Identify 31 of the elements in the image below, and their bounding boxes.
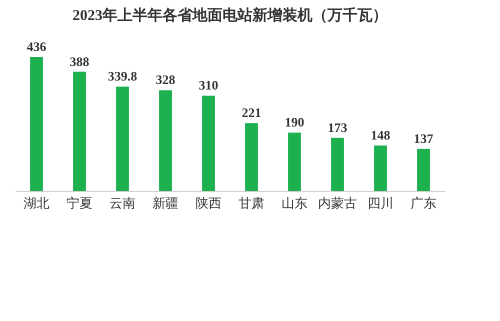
x-tick-label: 陕西 [196,196,222,210]
data-label: 328 [156,72,176,88]
data-label: 148 [370,128,391,143]
data-label: 190 [284,114,304,130]
data-label: 388 [70,54,90,69]
x-tick-label: 云南 [110,196,136,210]
bar [417,148,430,191]
data-label: 436 [26,39,47,54]
x-tick-label: 山东 [282,196,308,210]
bar [245,123,258,191]
bar [116,86,129,191]
bar [202,96,215,191]
bar [73,72,86,191]
data-label: 137 [414,130,434,146]
data-label: 221 [242,105,262,120]
x-tick-label: 广东 [410,196,436,210]
bar [288,132,301,191]
x-tick-label: 新疆 [152,196,178,210]
x-tick-label: 内蒙古 [318,196,357,210]
chart-title: 2023年上半年各省地面电站新增装机（万千瓦） [72,6,388,24]
bar [374,146,387,191]
x-tick-label: 湖北 [24,196,50,210]
bar [331,138,344,191]
x-tick-label: 甘肃 [238,196,264,210]
data-label: 310 [198,78,218,93]
x-tick-label: 宁夏 [66,196,92,210]
data-label: 339.8 [108,68,138,84]
bar [30,57,43,191]
data-label: 173 [328,120,348,135]
x-tick-label: 四川 [368,196,394,210]
bar [159,90,172,191]
